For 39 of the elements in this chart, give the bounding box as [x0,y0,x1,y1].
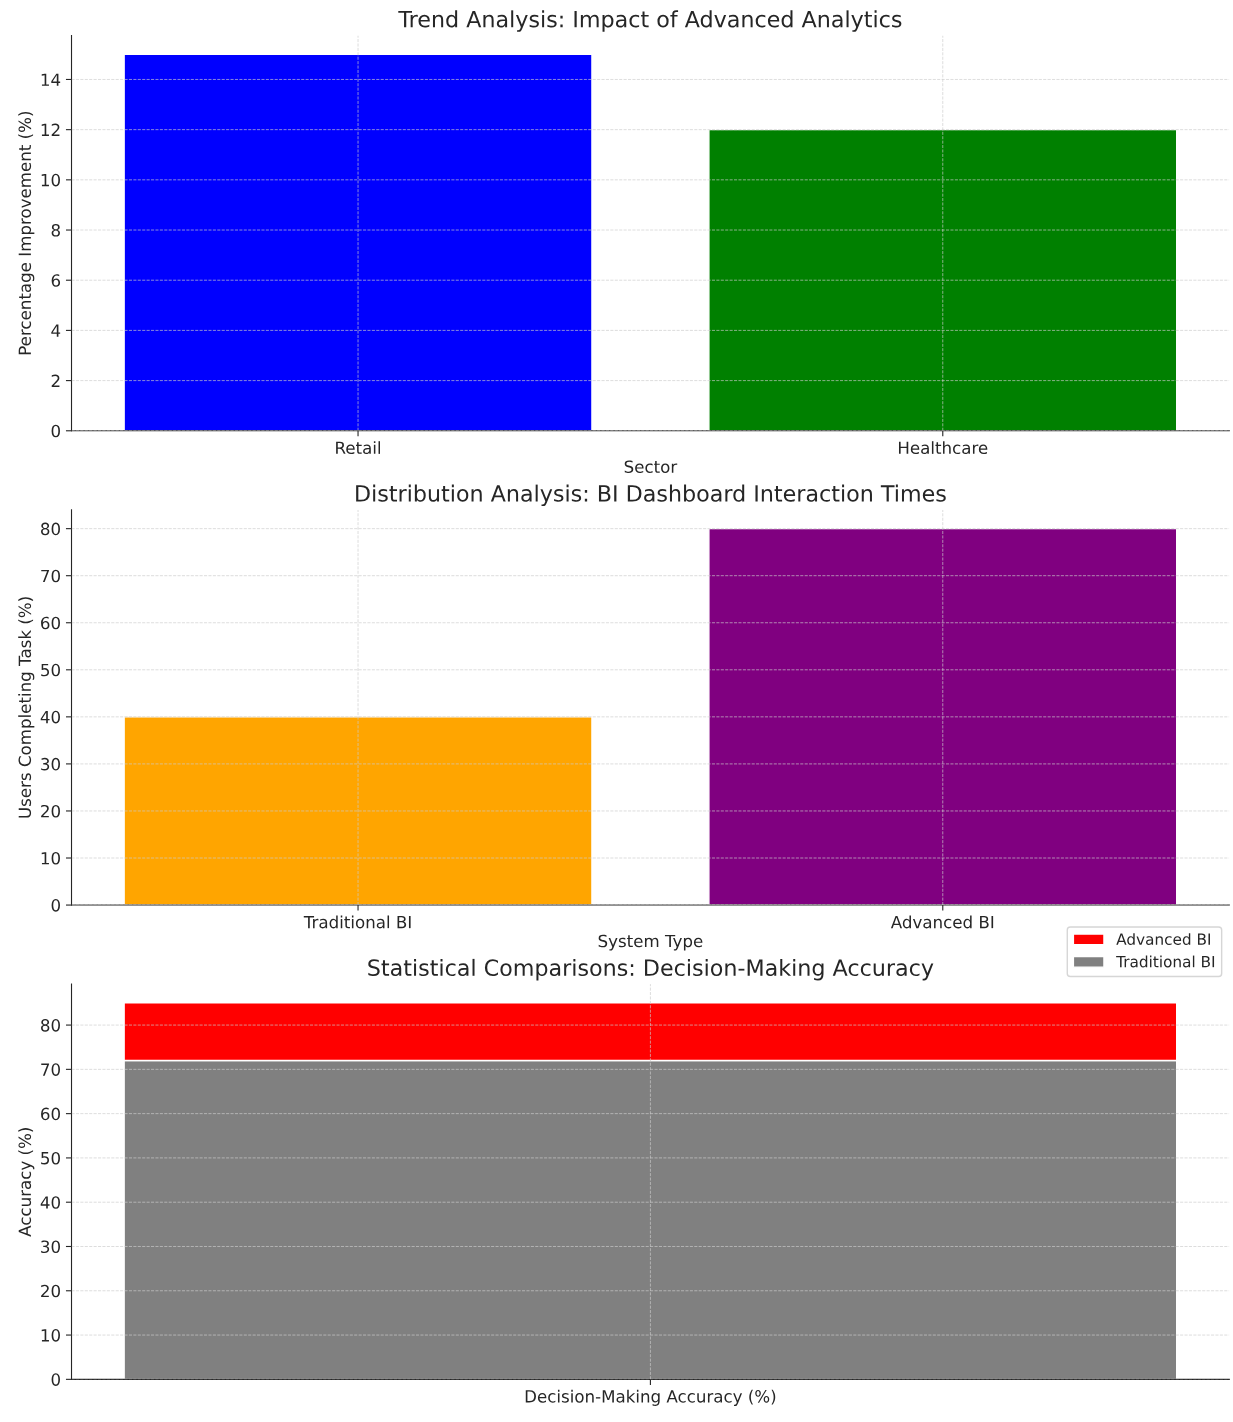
y-tick-label: 8 [51,223,60,237]
y-axis-title: Accuracy (%) [18,1128,35,1237]
chart-title: Trend Analysis: Impact of Advanced Analytics [398,10,902,32]
y-tick-label: 0 [51,899,60,912]
y-axis-title: Users Completing Task (%) [18,597,35,818]
x-tick-label: Retail [336,441,381,455]
y-tick-label: 40 [40,710,60,724]
legend-label: Advanced BI [1116,933,1210,945]
y-tick-label: 6 [51,274,61,287]
y-tick-label: 2 [51,374,60,387]
y-tick-label: 20 [41,804,60,818]
y-tick-label: 10 [41,173,60,187]
y-tick-label: 0 [51,424,60,438]
y-tick-label: 10 [41,1329,60,1342]
y-tick-label: 30 [41,757,60,771]
chart-title: Distribution Analysis: BI Dashboard Interaction Times [356,484,946,507]
y-tick-label: 10 [41,851,60,865]
y-tick-label: 70 [41,1063,60,1076]
y-tick-label: 70 [41,569,60,583]
y-tick-label: 80 [41,1019,60,1032]
y-tick-label: 20 [41,1284,60,1298]
y-tick-label: 50 [41,663,60,677]
x-axis-title: Sector [624,460,678,474]
x-tick-label: Healthcare [898,441,988,455]
y-tick-label: 30 [41,1240,60,1254]
y-tick-label: 60 [41,616,60,630]
y-tick-label: 60 [41,1107,60,1121]
y-axis-title: Percentage Improvement (%) [18,111,35,355]
y-tick-label: 80 [41,522,60,536]
y-tick-label: 12 [41,123,60,136]
y-tick-label: 50 [41,1151,60,1165]
y-tick-label: 0 [51,1373,60,1386]
legend-label: Traditional BI [1116,955,1215,968]
chart-title: Statistical Comparisons: Decision-Making Accuracy [368,958,934,981]
x-tick-label: Decision-Making Accuracy (%) [525,1389,776,1406]
y-tick-label: 14 [41,73,61,86]
y-tick-label: 40 [40,1196,60,1209]
x-axis-title: System Type [598,934,703,951]
y-tick-label: 4 [51,324,61,337]
